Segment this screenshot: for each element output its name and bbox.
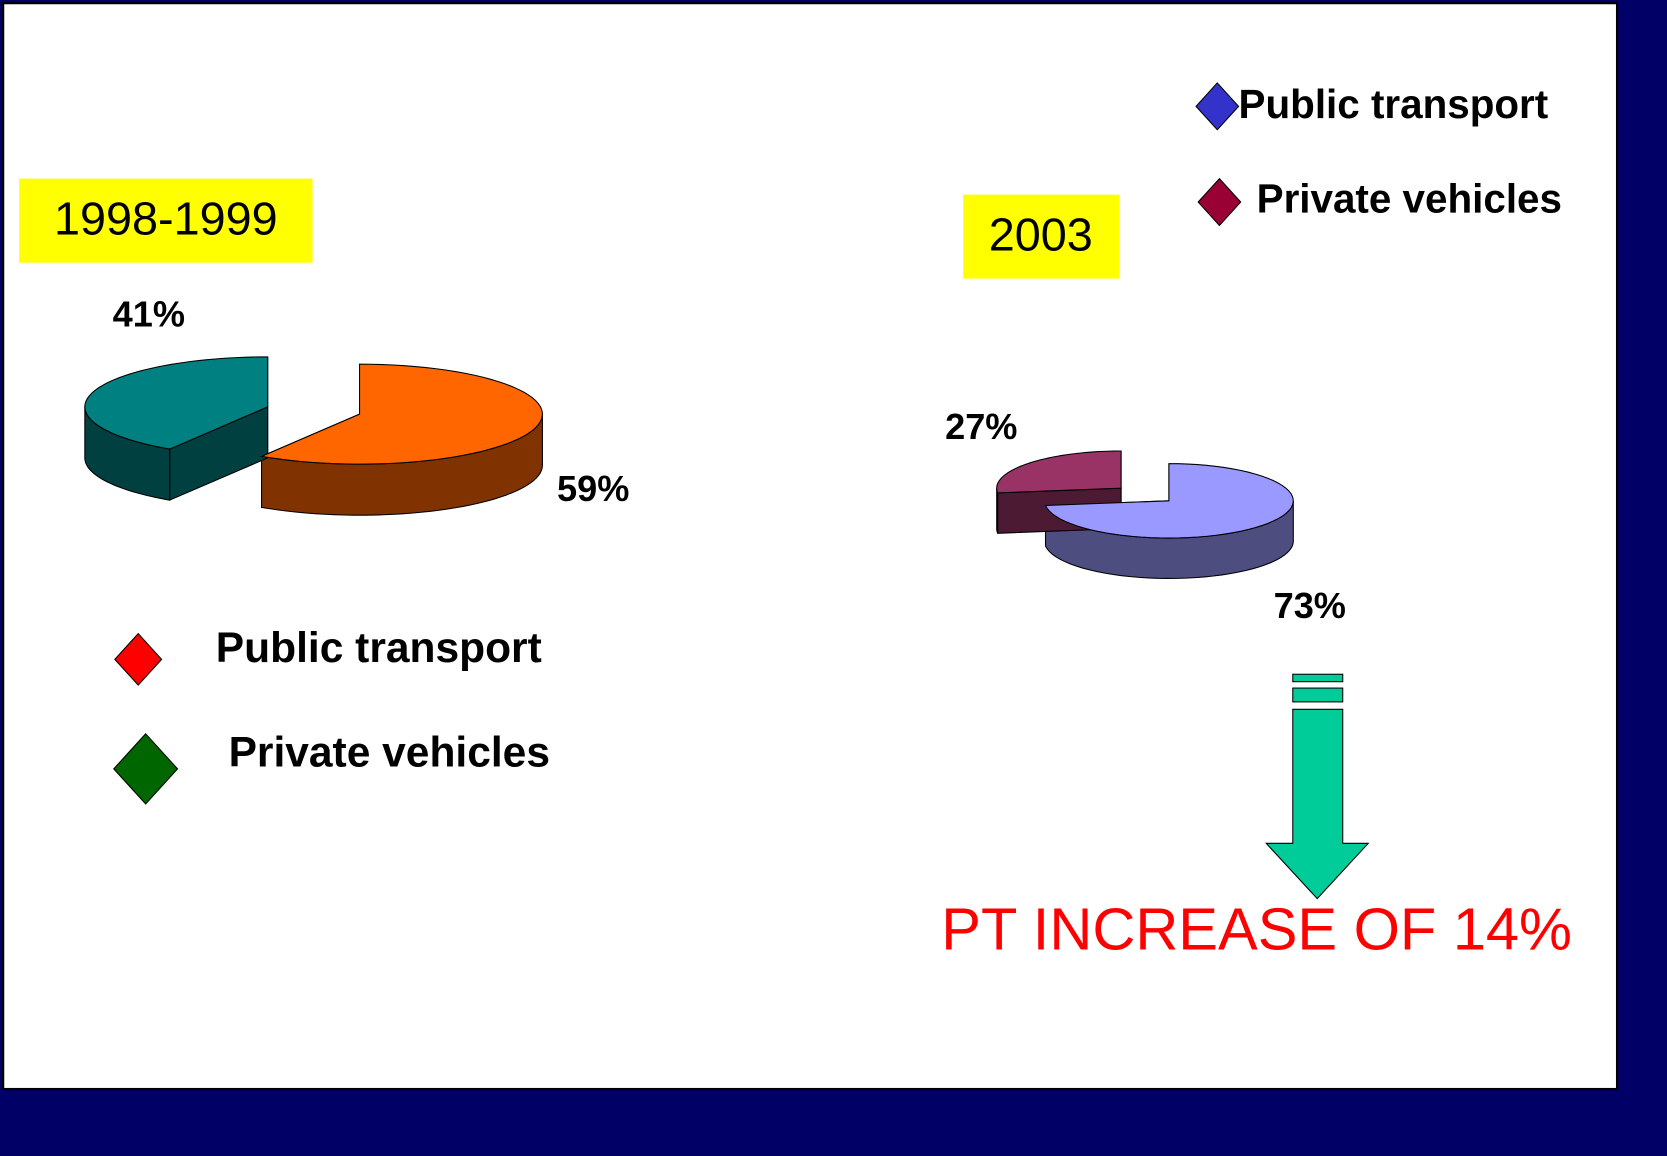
arrow — [1264, 673, 1370, 900]
legend-marker — [1197, 177, 1242, 227]
legend-label: Private vehicles — [1257, 176, 1562, 222]
legend-label: Public transport — [216, 624, 542, 672]
title-box — [963, 194, 1120, 279]
arrow-bar — [1292, 673, 1344, 683]
pie-chart: 2003 73% 27% Public transport Private vehicl… — [945, 81, 1562, 626]
pie-slice — [996, 450, 1122, 494]
legend-marker — [1195, 82, 1240, 131]
legend-marker — [113, 733, 179, 805]
legend-label: Public transport — [1239, 81, 1549, 127]
pie-slice — [1044, 463, 1294, 539]
pie-slice — [259, 363, 543, 465]
pie-chart: 1998-1999 59% 41% Public transport Private v… — [19, 178, 629, 805]
value-label: 73% — [1274, 585, 1346, 626]
legend-label: Private vehicles — [229, 728, 550, 776]
arrow-head — [1264, 708, 1370, 900]
legend-marker — [114, 632, 163, 686]
title-box — [19, 178, 313, 263]
annotation: PT INCREASE OF 14% — [941, 895, 1572, 962]
chart-title: 2003 — [989, 209, 1093, 261]
arrow-bar — [1292, 687, 1344, 703]
value-label: 59% — [557, 468, 629, 509]
value-label: 41% — [113, 293, 185, 334]
slice-wall — [996, 488, 999, 534]
chart-title: 1998-1999 — [54, 193, 278, 245]
pie-slice — [84, 356, 269, 450]
value-label: 27% — [945, 406, 1017, 447]
